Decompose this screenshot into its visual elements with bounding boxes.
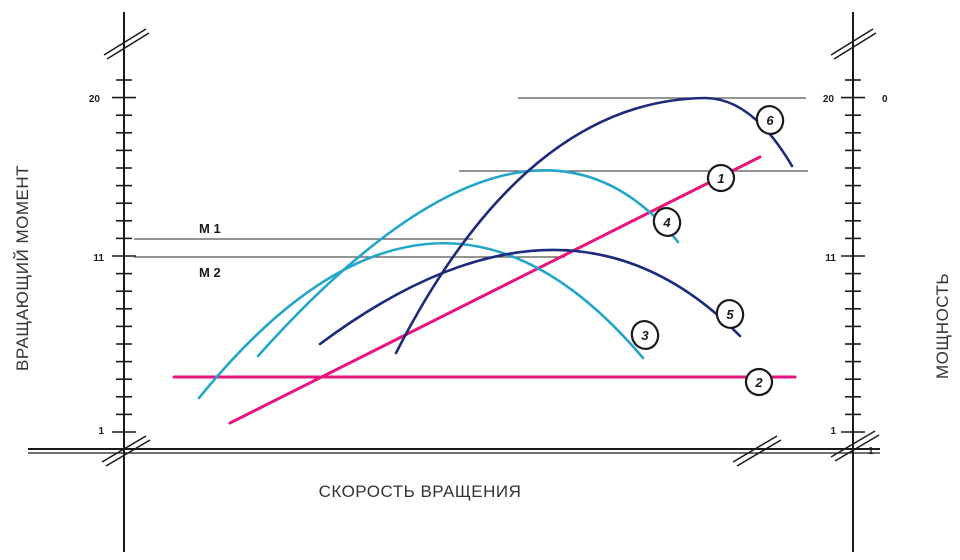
curve-markers: 1 2 3 4 5 6 — [630, 105, 785, 397]
right-tick-label-extra: 0 — [882, 94, 888, 105]
right-axis-ticks — [841, 79, 865, 433]
break-mark-x-right — [732, 435, 782, 467]
curve-marker-label: 3 — [641, 328, 649, 343]
break-mark-right-bottom — [830, 430, 880, 462]
curve-marker-4: 4 — [652, 207, 682, 237]
y-axis-left-title: ВРАЩАЮЩИЙ МОМЕНТ — [13, 165, 32, 371]
left-tick-label: 1 — [98, 426, 104, 437]
right-tick-label-extra: 1 — [868, 446, 874, 457]
curves — [172, 96, 797, 425]
curve-marker-label: 2 — [754, 375, 763, 390]
break-mark-left-top — [103, 28, 150, 60]
x-axis-title: СКОРОСТЬ ВРАЩЕНИЯ — [319, 482, 522, 501]
curve-marker-label: 5 — [726, 307, 734, 322]
right-tick-label: 20 — [823, 94, 835, 105]
axis-break-marks — [101, 28, 880, 467]
curve-marker-label: 4 — [662, 215, 671, 230]
curve-5 — [318, 248, 742, 346]
left-axis-ticks — [112, 79, 136, 433]
y-axis-right-title: МОЩНОСТЬ — [933, 273, 952, 379]
curve-marker-6: 6 — [755, 105, 785, 135]
curve-marker-label: 1 — [717, 171, 724, 186]
label-m2: М 2 — [199, 265, 221, 280]
curve-4 — [256, 169, 680, 358]
curve-marker-1: 1 — [706, 163, 736, 193]
curve-marker-5: 5 — [715, 299, 745, 329]
right-tick-labels: 20 11 1 0 1 — [823, 94, 888, 457]
left-tick-label: 11 — [93, 253, 104, 264]
curve-3 — [197, 242, 645, 400]
label-m1: М 1 — [199, 221, 221, 236]
break-mark-right-top — [830, 28, 877, 60]
curve-marker-2: 2 — [744, 367, 774, 397]
break-mark-origin — [101, 435, 151, 467]
curve-marker-3: 3 — [630, 320, 660, 350]
curve-1 — [228, 155, 762, 425]
right-tick-label: 11 — [825, 253, 836, 264]
axes — [28, 12, 880, 552]
curve-6 — [394, 96, 794, 355]
right-tick-label: 1 — [830, 426, 836, 437]
left-tick-labels: 20 11 1 — [89, 94, 105, 437]
left-tick-label: 20 — [89, 94, 101, 105]
curve-marker-label: 6 — [766, 113, 774, 128]
